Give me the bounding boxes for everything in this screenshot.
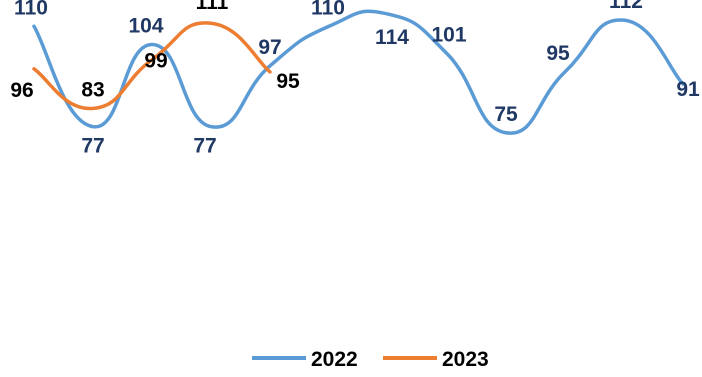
data-label-2022-2: 77	[81, 135, 104, 158]
data-label-2022-4: 77	[193, 135, 216, 158]
legend-label-2023: 2023	[442, 348, 489, 371]
data-label-2022-12: 91	[676, 78, 700, 101]
data-label-2023-1: 96	[10, 79, 33, 102]
data-label-2022-5: 97	[258, 36, 281, 59]
series-line-2023	[32, 21, 272, 111]
data-label-2022-8: 101	[431, 24, 466, 47]
legend-label-2022: 2022	[311, 348, 358, 371]
series-lines	[32, 9, 685, 135]
data-labels: 110 77 104 77 97 110 114 101 75 95 112 91 96 83 99 111 9…	[10, 0, 700, 158]
data-label-2023-3: 99	[144, 50, 167, 73]
data-label-2022-3: 104	[128, 15, 163, 38]
data-label-2022-6: 110	[311, 0, 345, 19]
data-label-2023-4: 111	[196, 0, 229, 14]
data-label-2022-1: 110	[14, 0, 48, 19]
data-label-2023-5: 95	[276, 70, 300, 93]
data-label-2022-9: 75	[494, 103, 518, 126]
data-label-2022-7: 114	[375, 26, 409, 49]
data-label-2022-10: 95	[546, 42, 570, 65]
series-line-2022	[32, 9, 685, 135]
data-label-2023-2: 83	[81, 78, 104, 101]
data-label-2022-11: 112	[609, 0, 643, 13]
legend: 2022 2023	[252, 348, 489, 371]
